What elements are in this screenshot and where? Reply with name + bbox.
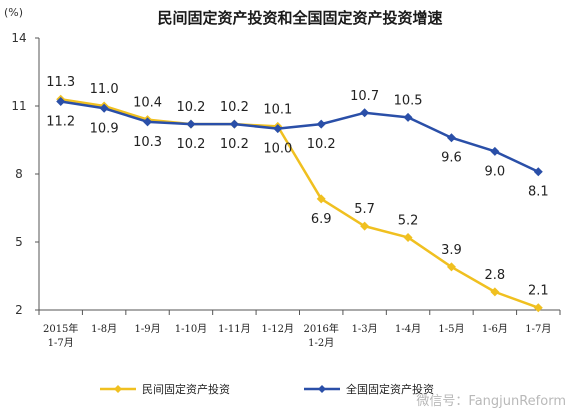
data-label: 10.2 bbox=[220, 137, 249, 152]
data-label: 2.8 bbox=[485, 268, 506, 283]
x-tick-label: 1-2月 bbox=[308, 337, 334, 349]
y-tick-label: 11 bbox=[11, 99, 26, 113]
x-tick-label: 1-11月 bbox=[218, 323, 250, 335]
data-label: 11.3 bbox=[46, 75, 75, 90]
x-tick-label: 1-4月 bbox=[395, 323, 421, 335]
data-point bbox=[403, 232, 413, 242]
x-tick-label: 2016年 bbox=[303, 322, 338, 335]
y-axis-unit: (%) bbox=[4, 6, 23, 19]
axes: 2 5 8 11 14 2015年 1-7月 1-8月 1-9月 1-10月 1-11月 1-12月 2… bbox=[11, 31, 561, 349]
series-line-1 bbox=[60, 97, 539, 309]
data-point bbox=[360, 108, 370, 118]
data-label: 3.9 bbox=[441, 243, 462, 258]
chart-title: 民间固定资产投资和全国固定资产投资增速 bbox=[157, 9, 442, 27]
data-label: 10.5 bbox=[394, 93, 423, 108]
data-label: 10.2 bbox=[307, 137, 336, 152]
series-layer bbox=[56, 94, 543, 313]
y-tick-label: 14 bbox=[11, 31, 26, 45]
legend-swatch-marker bbox=[318, 385, 326, 393]
x-tick-label: 1-8月 bbox=[91, 323, 117, 335]
data-point bbox=[360, 221, 370, 231]
legend-label: 民间固定资产投资 bbox=[142, 382, 230, 396]
data-label: 10.4 bbox=[133, 96, 162, 111]
series-line-2 bbox=[60, 100, 539, 173]
y-tick-label: 2 bbox=[15, 303, 23, 317]
y-tick-label: 5 bbox=[15, 235, 23, 249]
data-point bbox=[446, 262, 456, 272]
data-label: 10.2 bbox=[176, 100, 205, 115]
x-tick-label: 1-12月 bbox=[262, 323, 294, 335]
x-tick-label: 1-3月 bbox=[352, 323, 378, 335]
watermark-text: 微信号：FangjunReform bbox=[416, 394, 566, 409]
data-label: 6.9 bbox=[311, 212, 332, 227]
data-label: 10.9 bbox=[90, 121, 119, 136]
data-point bbox=[490, 146, 500, 156]
data-label: 8.1 bbox=[528, 185, 549, 200]
x-tick-label: 2015年 bbox=[43, 322, 78, 335]
data-label: 10.2 bbox=[176, 137, 205, 152]
data-point bbox=[229, 119, 239, 129]
data-point bbox=[143, 117, 153, 127]
data-point bbox=[99, 103, 109, 113]
data-point bbox=[490, 287, 500, 297]
data-label: 9.6 bbox=[441, 151, 462, 166]
legend: 民间固定资产投资 全国固定资产投资 bbox=[100, 382, 434, 396]
data-label: 10.0 bbox=[263, 142, 292, 157]
legend-swatch-marker bbox=[114, 385, 122, 393]
x-tick-label: 1-6月 bbox=[482, 323, 508, 335]
data-point bbox=[273, 124, 283, 134]
data-label: 10.7 bbox=[350, 89, 379, 104]
x-tick-label: 1-10月 bbox=[175, 323, 207, 335]
y-tick-label: 8 bbox=[15, 167, 23, 181]
data-label: 10.3 bbox=[133, 135, 162, 150]
data-label: 11.0 bbox=[90, 82, 119, 97]
data-point bbox=[533, 303, 543, 313]
x-tick-label: 1-5月 bbox=[438, 323, 464, 335]
data-point bbox=[316, 119, 326, 129]
data-point bbox=[56, 96, 66, 106]
data-label: 2.1 bbox=[528, 284, 549, 299]
data-point bbox=[403, 112, 413, 122]
data-label: 10.1 bbox=[263, 102, 292, 117]
data-point bbox=[533, 167, 543, 177]
data-label: 11.2 bbox=[46, 114, 75, 129]
data-label: 5.2 bbox=[398, 213, 419, 228]
x-tick-label: 1-7月 bbox=[48, 337, 74, 349]
x-tick-label: 1-7月 bbox=[525, 323, 551, 335]
data-label: 10.2 bbox=[220, 100, 249, 115]
data-point bbox=[186, 119, 196, 129]
data-labels: 11.3 11.0 10.4 10.2 10.2 10.1 6.9 5.7 5.2 3.9 2.8 2… bbox=[46, 75, 548, 299]
data-label: 9.0 bbox=[485, 164, 506, 179]
data-label: 5.7 bbox=[354, 202, 375, 217]
x-tick-label: 1-9月 bbox=[134, 323, 160, 335]
data-point bbox=[446, 133, 456, 143]
legend-label: 全国固定资产投资 bbox=[346, 382, 434, 396]
data-point bbox=[316, 194, 326, 204]
